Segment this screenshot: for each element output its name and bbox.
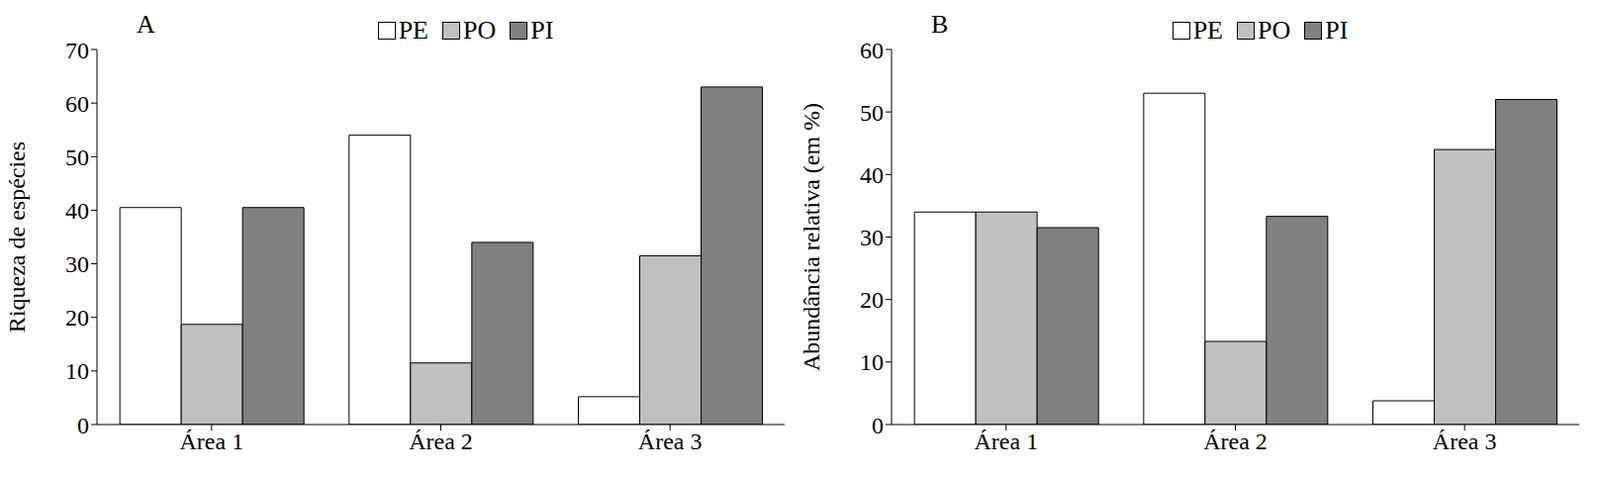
svg-text:60: 60: [859, 37, 884, 64]
html-text:PE: PE: [398, 15, 429, 45]
html-text:B: B: [931, 9, 949, 39]
svg-text:30: 30: [65, 251, 90, 278]
html-text:PE: PE: [1192, 15, 1224, 45]
svg-text:0: 0: [871, 412, 884, 439]
svg-text:Área 3: Área 3: [1432, 428, 1498, 455]
svg-text:40: 40: [65, 197, 90, 224]
svg-text:50: 50: [859, 99, 884, 126]
html-text:PI: PI: [530, 15, 554, 45]
html-text:PI: PI: [1325, 15, 1349, 45]
svg-text:0: 0: [77, 412, 90, 439]
svg-text:Abundância relativa (em %): Abundância relativa (em %): [802, 102, 825, 372]
svg-text:40: 40: [859, 162, 884, 189]
svg-text:Riqueza de espécies: Riqueza de espécies: [7, 141, 30, 333]
svg-text:30: 30: [859, 224, 884, 251]
svg-text:70: 70: [65, 37, 90, 64]
svg-text:Área 1: Área 1: [180, 428, 245, 455]
html-text:PO: PO: [1257, 15, 1291, 45]
svg-text:50: 50: [65, 144, 90, 171]
svg-text:10: 10: [65, 358, 90, 384]
svg-text:10: 10: [859, 349, 884, 376]
svg-text:Área 2: Área 2: [1203, 428, 1268, 455]
html-text:PO: PO: [463, 15, 496, 45]
svg-text:60: 60: [65, 91, 90, 117]
svg-text:20: 20: [859, 286, 884, 313]
svg-text:20: 20: [65, 304, 90, 331]
svg-text:Área 2: Área 2: [408, 428, 473, 455]
html-text:A: A: [136, 9, 156, 39]
svg-text:Área 3: Área 3: [638, 428, 703, 455]
svg-text:Área 1: Área 1: [974, 428, 1039, 455]
